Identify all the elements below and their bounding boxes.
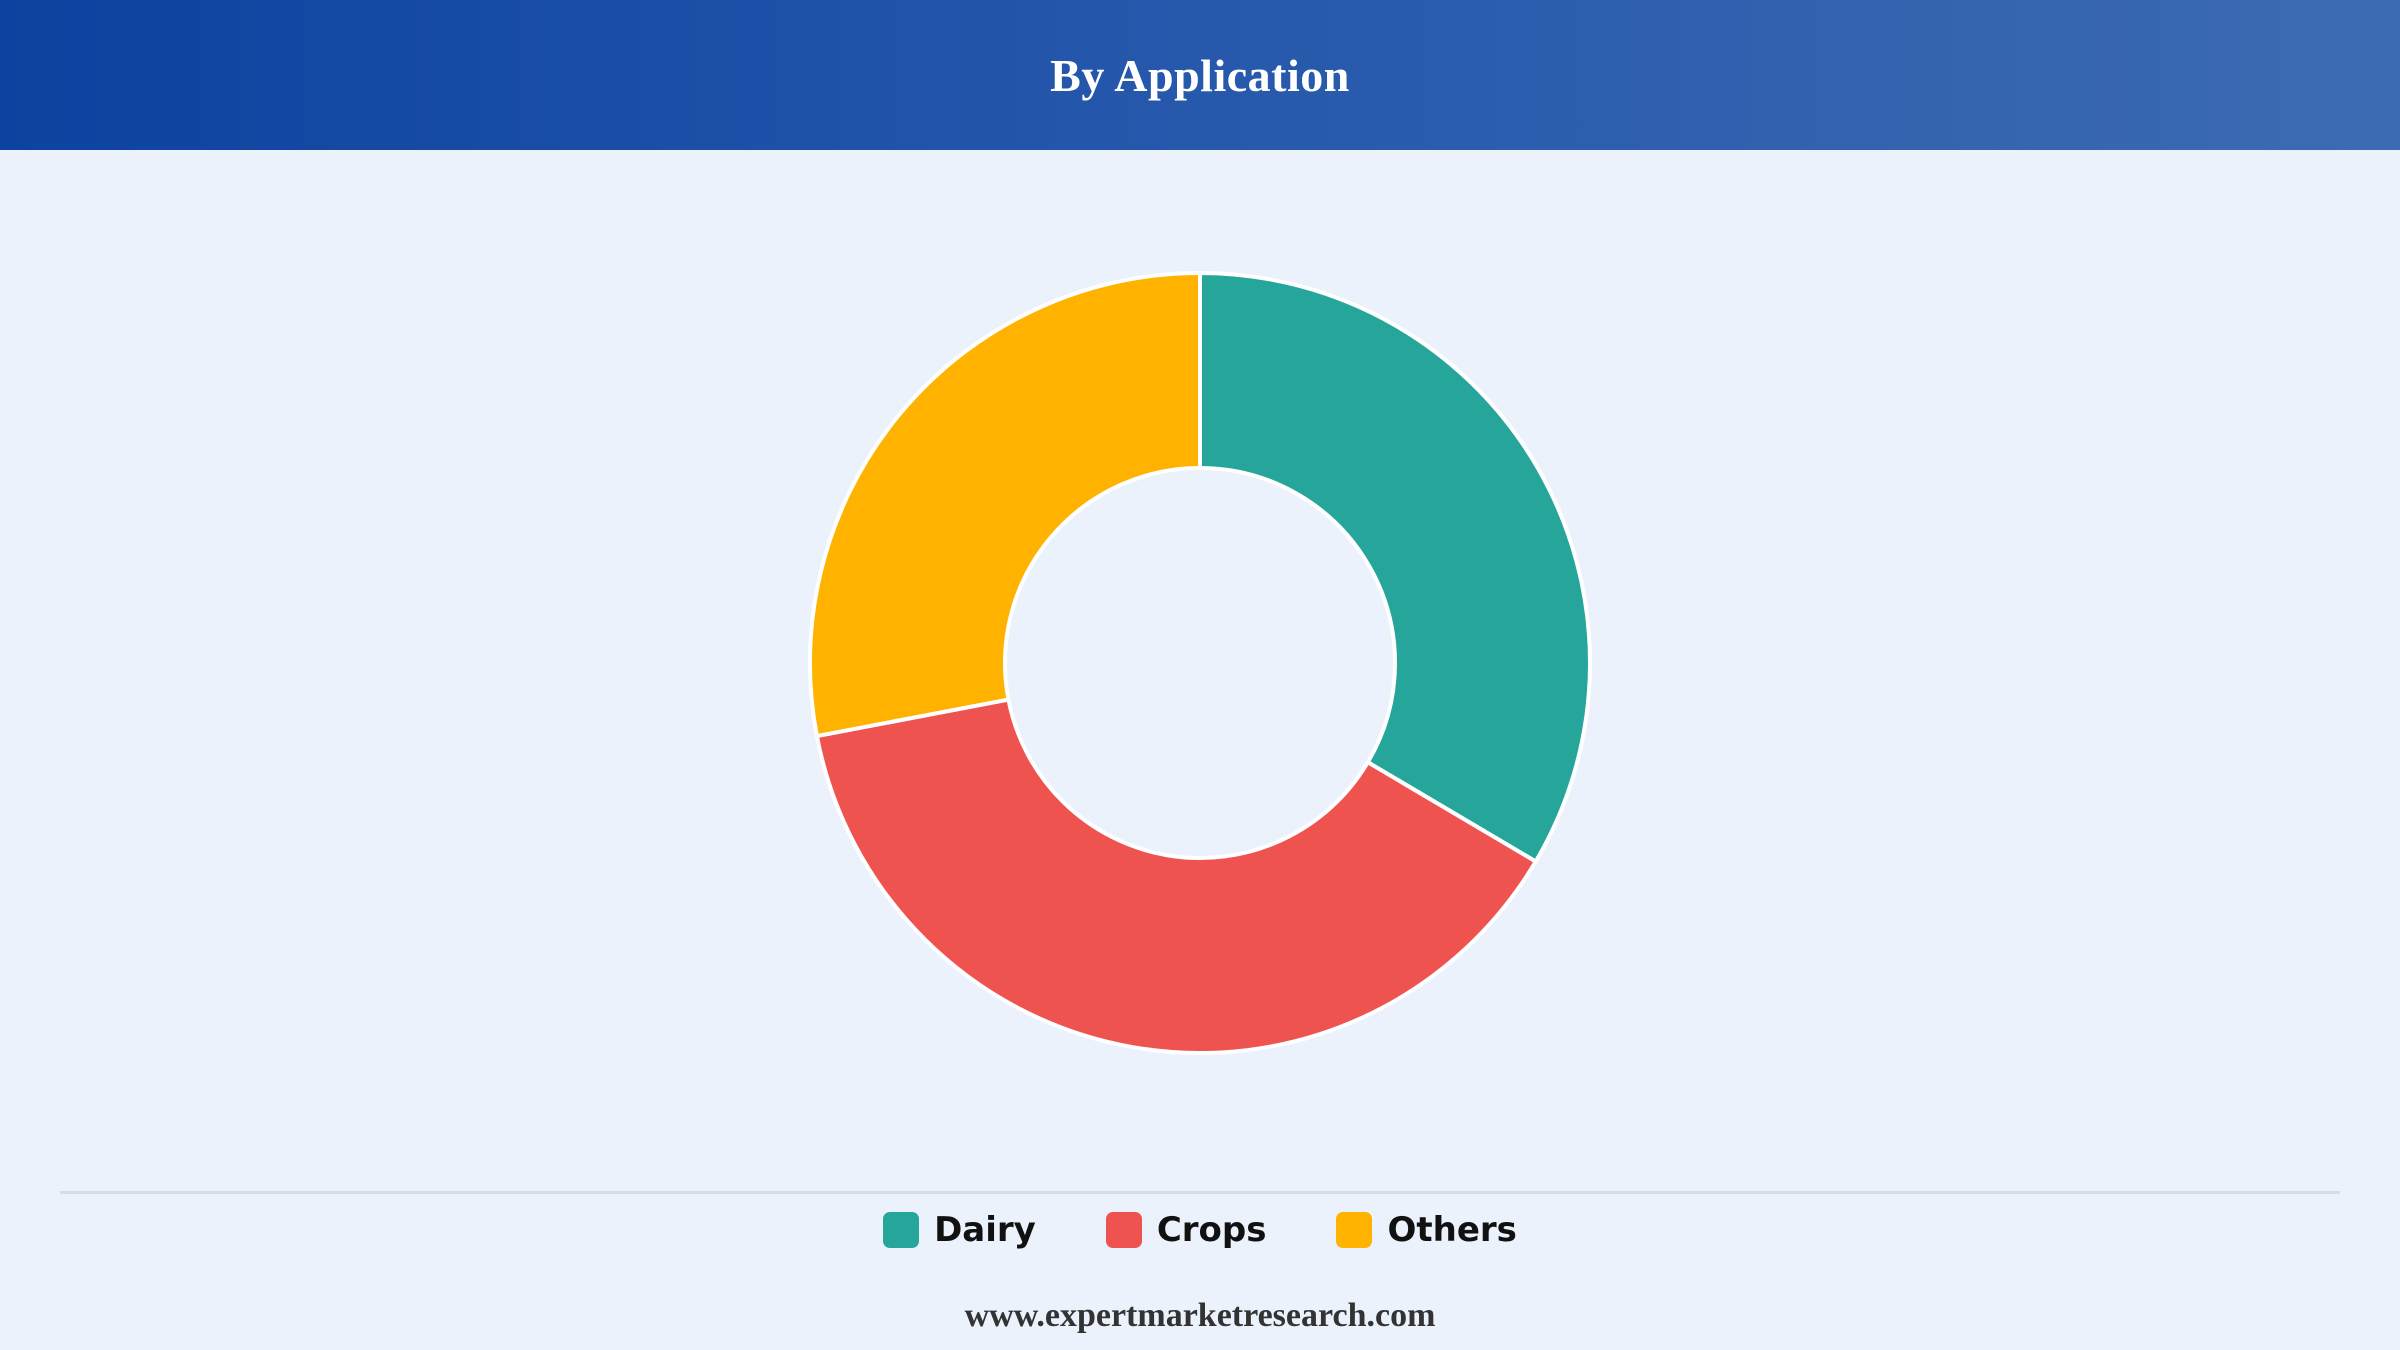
chart-title: By Application <box>1050 49 1350 101</box>
chart-header: By Application <box>0 0 2400 150</box>
legend-item-crops[interactable]: Crops <box>1105 1210 1267 1250</box>
donut-chart-area <box>0 150 2400 1190</box>
legend-item-dairy[interactable]: Dairy <box>883 1210 1036 1250</box>
legend-label: Crops <box>1156 1210 1267 1250</box>
legend-swatch <box>883 1212 920 1248</box>
legend-swatch <box>1336 1212 1373 1248</box>
donut-slice-others[interactable] <box>808 271 1202 739</box>
donut-slice-crops[interactable] <box>814 697 1538 1055</box>
legend-label: Others <box>1387 1210 1517 1250</box>
source-url: www.expertmarketresearch.com <box>964 1297 1436 1334</box>
chart-legend: Dairy Crops Others <box>0 1206 2400 1254</box>
legend-divider <box>60 1191 2340 1194</box>
donut-slice-dairy[interactable] <box>1198 271 1592 864</box>
legend-item-others[interactable]: Others <box>1336 1210 1517 1250</box>
legend-label: Dairy <box>934 1210 1036 1250</box>
donut-chart <box>808 271 1592 1055</box>
legend-swatch <box>1105 1212 1142 1248</box>
